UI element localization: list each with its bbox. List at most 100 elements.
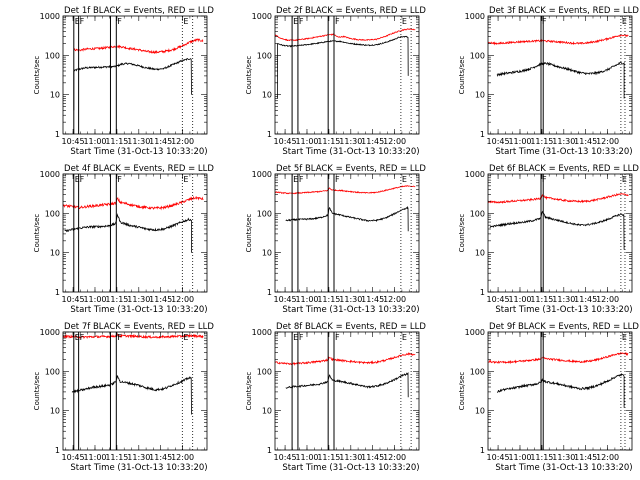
x-tick-label: 11:30 (127, 295, 150, 304)
marker-letter: E (622, 175, 627, 184)
marker-letter: F (80, 333, 85, 342)
y-tick-label: 10 (475, 407, 485, 416)
marker-letter: F (117, 175, 122, 184)
marker-letter: E (402, 17, 407, 26)
panel-title: Det 6f BLACK = Events, RED = LLD (489, 164, 639, 174)
x-axis-label: Start Time (31-Oct-13 10:33:20) (282, 147, 419, 157)
marker-letter: E (622, 17, 627, 26)
series-line-lld (488, 351, 629, 365)
x-tick-label: 12:00 (383, 453, 406, 462)
plot-frame (62, 331, 208, 451)
y-tick-label: 1000 (40, 328, 60, 337)
panel-title: Det 3f BLACK = Events, RED = LLD (489, 6, 639, 16)
marker-letter: E (75, 175, 80, 184)
x-tick-label: 11:15 (317, 295, 340, 304)
x-tick-label: 10:45 (62, 137, 85, 146)
series-line-events (73, 58, 192, 95)
series-line-events (285, 371, 409, 398)
x-tick-label: 10:45 (274, 453, 297, 462)
y-tick-label: 1 (55, 446, 60, 455)
x-tick-label: 11:45 (361, 295, 384, 304)
plot-frame (274, 331, 420, 451)
x-tick-label: 11:45 (574, 137, 597, 146)
marker-letter: E (402, 333, 407, 342)
marker-letter: F (542, 17, 547, 26)
y-tick-label: 1000 (465, 328, 485, 337)
y-tick-label: 10 (50, 407, 60, 416)
x-tick-label: 12:00 (596, 453, 619, 462)
y-tick-label: 100 (257, 367, 272, 376)
series-line-lld (275, 352, 416, 366)
panel-title: Det 4f BLACK = Events, RED = LLD (64, 164, 214, 174)
x-tick-label: 12:00 (596, 295, 619, 304)
panel-title: Det 8f BLACK = Events, RED = LLD (276, 322, 426, 332)
series-line-events (64, 213, 192, 253)
x-tick-label: 10:45 (487, 137, 510, 146)
y-tick-label: 100 (257, 209, 272, 218)
series-line-lld (275, 185, 416, 195)
marker-letter: F (299, 333, 304, 342)
marker-letter: E (183, 175, 188, 184)
y-tick-label: 1 (55, 130, 60, 139)
y-tick-label: 1 (267, 288, 272, 297)
x-tick-label: 11:30 (552, 137, 575, 146)
y-tick-label: 10 (475, 249, 485, 258)
y-axis-label: Counts/sec (458, 372, 466, 411)
x-tick-label: 11:30 (552, 453, 575, 462)
series-line-lld (63, 333, 204, 339)
plot-frame (487, 173, 633, 293)
panel-title: Det 7f BLACK = Events, RED = LLD (64, 322, 214, 332)
marker-letter: E (402, 175, 407, 184)
x-tick-label: 12:00 (596, 137, 619, 146)
y-axis-label: Counts/sec (33, 56, 41, 95)
marker-letter: E (75, 17, 80, 26)
y-tick-label: 100 (45, 209, 60, 218)
y-tick-label: 1000 (252, 328, 272, 337)
x-tick-label: 11:00 (83, 453, 106, 462)
x-tick-label: 10:45 (62, 295, 85, 304)
x-tick-label: 12:00 (171, 137, 194, 146)
panel-title: Det 5f BLACK = Events, RED = LLD (276, 164, 426, 174)
marker-letter: F (542, 333, 547, 342)
marker-letter: E (293, 333, 298, 342)
marker-letter: F (80, 17, 85, 26)
y-tick-label: 10 (475, 91, 485, 100)
x-axis-label: Start Time (31-Oct-13 10:33:20) (282, 305, 419, 315)
x-tick-label: 11:00 (295, 295, 318, 304)
x-tick-label: 12:00 (171, 453, 194, 462)
y-axis-label: Counts/sec (458, 56, 466, 95)
marker-letter: F (117, 333, 122, 342)
y-axis-label: Counts/sec (33, 372, 41, 411)
y-axis-label: Counts/sec (33, 214, 41, 253)
x-tick-label: 10:45 (274, 137, 297, 146)
series-line-events (285, 205, 409, 232)
marker-letter: E (75, 333, 80, 342)
y-tick-label: 1 (55, 288, 60, 297)
y-tick-label: 10 (262, 407, 272, 416)
panel-title: Det 2f BLACK = Events, RED = LLD (276, 6, 426, 16)
x-tick-label: 11:45 (361, 453, 384, 462)
x-axis-label: Start Time (31-Oct-13 10:33:20) (495, 147, 632, 157)
y-tick-label: 100 (470, 367, 485, 376)
x-axis-label: Start Time (31-Oct-13 10:33:20) (495, 305, 632, 315)
x-tick-label: 10:45 (487, 453, 510, 462)
marker-letter: F (542, 175, 547, 184)
series-line-events (71, 375, 192, 415)
series-line-events (277, 35, 409, 76)
y-tick-label: 10 (262, 249, 272, 258)
series-line-events (489, 210, 625, 250)
series-line-lld (488, 192, 629, 204)
marker-letter: F (335, 175, 340, 184)
y-tick-label: 100 (470, 209, 485, 218)
x-tick-label: 11:15 (317, 137, 340, 146)
marker-letter: E (183, 17, 188, 26)
y-tick-label: 1000 (40, 12, 60, 21)
plot-frame (62, 15, 208, 135)
x-tick-label: 11:15 (317, 453, 340, 462)
